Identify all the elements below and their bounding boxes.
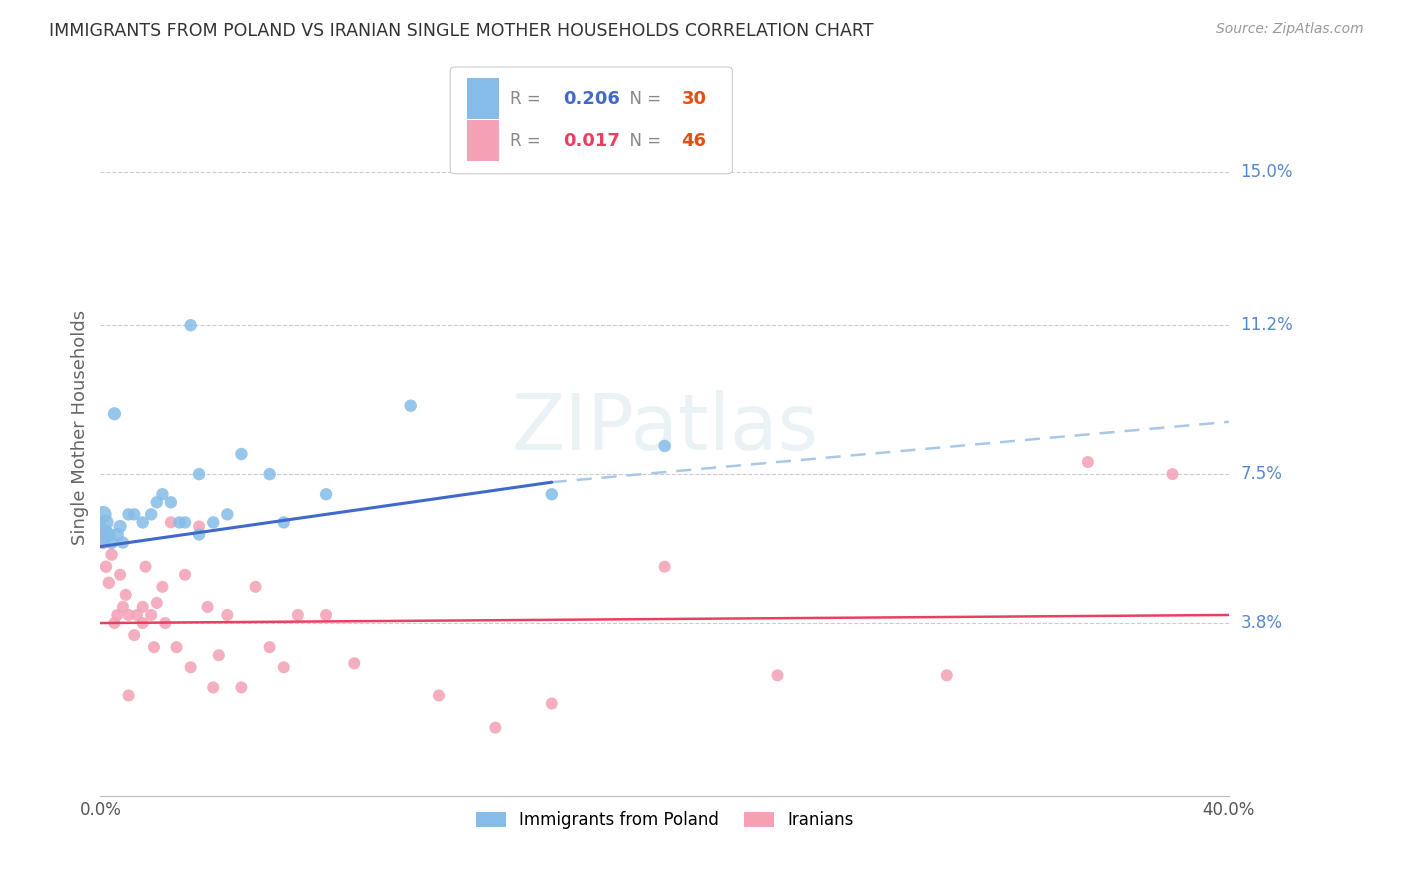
- Text: R =: R =: [510, 89, 546, 108]
- Point: [94, 559, 117, 574]
- Point: [231, 681, 253, 695]
- Point: [90, 527, 112, 541]
- Text: 7.5%: 7.5%: [1240, 465, 1282, 483]
- Text: 46: 46: [682, 132, 707, 150]
- Point: [100, 535, 122, 549]
- Point: [103, 407, 125, 421]
- Point: [155, 615, 177, 630]
- Point: [180, 660, 202, 674]
- Point: [540, 487, 562, 501]
- Point: [484, 721, 506, 735]
- Text: 15.0%: 15.0%: [1240, 163, 1292, 181]
- Point: [146, 495, 169, 509]
- Point: [188, 527, 211, 541]
- Text: IMMIGRANTS FROM POLAND VS IRANIAN SINGLE MOTHER HOUSEHOLDS CORRELATION CHART: IMMIGRANTS FROM POLAND VS IRANIAN SINGLE…: [49, 22, 873, 40]
- Point: [111, 599, 134, 614]
- Bar: [467, 120, 499, 161]
- Point: [273, 660, 295, 674]
- Point: [97, 527, 120, 541]
- FancyBboxPatch shape: [450, 67, 733, 174]
- Point: [97, 575, 120, 590]
- Point: [343, 657, 366, 671]
- Point: [90, 527, 112, 541]
- Point: [125, 607, 148, 622]
- Point: [654, 439, 676, 453]
- Text: Source: ZipAtlas.com: Source: ZipAtlas.com: [1216, 22, 1364, 37]
- Point: [180, 318, 202, 333]
- Point: [94, 516, 117, 530]
- Bar: [467, 78, 499, 119]
- Point: [202, 516, 225, 530]
- Point: [1161, 467, 1184, 482]
- Text: N =: N =: [620, 132, 666, 150]
- Legend: Immigrants from Poland, Iranians: Immigrants from Poland, Iranians: [470, 805, 860, 836]
- Point: [111, 535, 134, 549]
- Point: [105, 607, 128, 622]
- Point: [188, 467, 211, 482]
- Point: [540, 697, 562, 711]
- Point: [273, 516, 295, 530]
- Point: [91, 508, 114, 522]
- Point: [117, 607, 139, 622]
- Point: [131, 615, 153, 630]
- Point: [1077, 455, 1099, 469]
- Point: [122, 628, 145, 642]
- Point: [202, 681, 225, 695]
- Point: [117, 689, 139, 703]
- Text: N =: N =: [620, 89, 666, 108]
- Point: [259, 467, 281, 482]
- Point: [935, 668, 957, 682]
- Point: [188, 519, 211, 533]
- Y-axis label: Single Mother Households: Single Mother Households: [72, 310, 89, 545]
- Point: [152, 487, 174, 501]
- Text: ZIPatlas: ZIPatlas: [512, 390, 818, 466]
- Point: [654, 559, 676, 574]
- Point: [208, 648, 231, 663]
- Point: [139, 508, 162, 522]
- Point: [427, 689, 450, 703]
- Point: [315, 487, 337, 501]
- Point: [91, 535, 114, 549]
- Point: [197, 599, 219, 614]
- Point: [146, 596, 169, 610]
- Point: [122, 508, 145, 522]
- Point: [139, 607, 162, 622]
- Point: [217, 508, 239, 522]
- Text: 0.017: 0.017: [562, 132, 620, 150]
- Text: 3.8%: 3.8%: [1240, 614, 1282, 632]
- Point: [166, 640, 188, 655]
- Point: [259, 640, 281, 655]
- Point: [108, 567, 131, 582]
- Point: [399, 399, 422, 413]
- Point: [117, 508, 139, 522]
- Text: 30: 30: [682, 89, 707, 108]
- Point: [174, 516, 197, 530]
- Text: R =: R =: [510, 132, 546, 150]
- Point: [100, 548, 122, 562]
- Point: [169, 516, 191, 530]
- Point: [103, 615, 125, 630]
- Point: [245, 580, 267, 594]
- Point: [152, 580, 174, 594]
- Point: [174, 567, 197, 582]
- Point: [160, 495, 183, 509]
- Point: [766, 668, 789, 682]
- Point: [217, 607, 239, 622]
- Text: 11.2%: 11.2%: [1240, 317, 1294, 334]
- Text: 0.206: 0.206: [562, 89, 620, 108]
- Point: [108, 519, 131, 533]
- Point: [287, 607, 309, 622]
- Point: [143, 640, 166, 655]
- Point: [131, 599, 153, 614]
- Point: [315, 607, 337, 622]
- Point: [131, 516, 153, 530]
- Point: [231, 447, 253, 461]
- Point: [105, 527, 128, 541]
- Point: [160, 516, 183, 530]
- Point: [114, 588, 136, 602]
- Point: [134, 559, 156, 574]
